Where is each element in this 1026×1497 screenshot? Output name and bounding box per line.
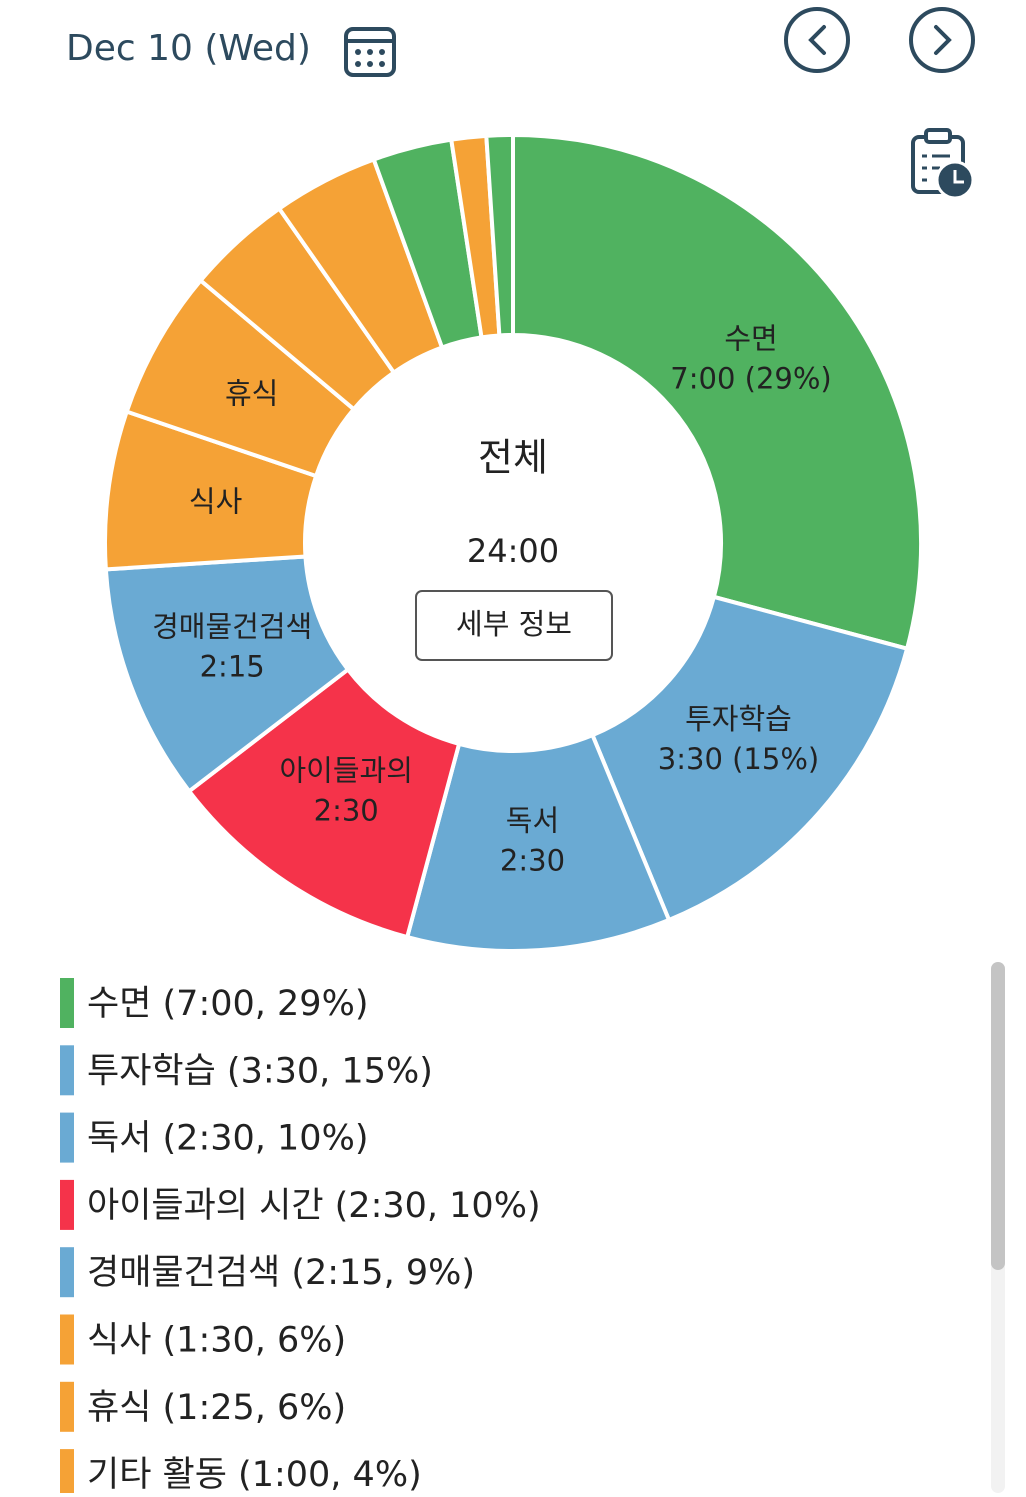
slice-label: 휴식 — [225, 377, 278, 411]
center-total: 24:00 — [467, 532, 559, 570]
slice-detail: 2:30 — [500, 843, 565, 877]
donut-slice — [484, 132, 515, 338]
detail-button-label: 세부 정보 — [456, 607, 572, 641]
legend-label: 독서 (2:30, 10%) — [87, 1119, 368, 1159]
donut-slice — [589, 594, 910, 923]
slice-detail: 2:15 — [200, 650, 265, 684]
legend-swatch — [60, 1247, 74, 1298]
prev-button[interactable] — [784, 7, 850, 73]
legend: 수면 (7:00, 29%) 투자학습 (3:30, 15%) 독서 (2:30, … — [60, 978, 541, 1497]
legend-label: 휴식 (1:25, 6%) — [87, 1388, 346, 1428]
slice-label: 투자학습 — [685, 702, 792, 736]
slice-label: 경매물건검색 — [152, 610, 312, 644]
legend-label: 식사 (1:30, 6%) — [87, 1321, 346, 1361]
history-button[interactable] — [911, 128, 975, 200]
date-label: Dec 10 (Wed) — [66, 28, 311, 69]
slice-detail: 3:30 (15%) — [658, 742, 819, 776]
detail-button[interactable]: 세부 정보 — [415, 590, 613, 661]
calendar-button[interactable] — [344, 27, 396, 77]
next-button[interactable] — [909, 7, 975, 73]
slice-label: 독서 — [506, 803, 559, 837]
donut-slice — [511, 132, 923, 652]
legend-label: 경매물건검색 (2:15, 9%) — [87, 1253, 475, 1293]
scroll-thumb[interactable] — [991, 962, 1005, 1270]
slice-label: 아이들과의 — [279, 753, 412, 787]
legend-label: 투자학습 (3:30, 15%) — [87, 1051, 433, 1091]
legend-label: 기타 활동 (1:00, 4%) — [87, 1455, 422, 1493]
legend-swatch — [60, 1381, 74, 1432]
center-title: 전체 — [478, 436, 548, 480]
legend-label: 아이들과의 시간 (2:30, 10%) — [87, 1186, 541, 1226]
slice-detail: 2:30 — [314, 793, 379, 827]
slice-detail: 7:00 (29%) — [670, 361, 831, 395]
legend-swatch — [60, 978, 74, 1028]
legend-swatch — [60, 1314, 74, 1365]
legend-swatch — [60, 1449, 74, 1497]
legend-swatch — [60, 1112, 74, 1163]
slice-label: 수면 — [724, 321, 777, 355]
legend-label: 수면 (7:00, 29%) — [87, 984, 368, 1024]
legend-swatch — [60, 1045, 74, 1096]
donut-chart: 수면 7:00 (29%) 투자학습 3:30 (15%) 독서 2:30 아이들과의 2:3… — [103, 132, 923, 953]
legend-swatch — [60, 1179, 74, 1230]
slice-label: 식사 — [189, 485, 242, 519]
